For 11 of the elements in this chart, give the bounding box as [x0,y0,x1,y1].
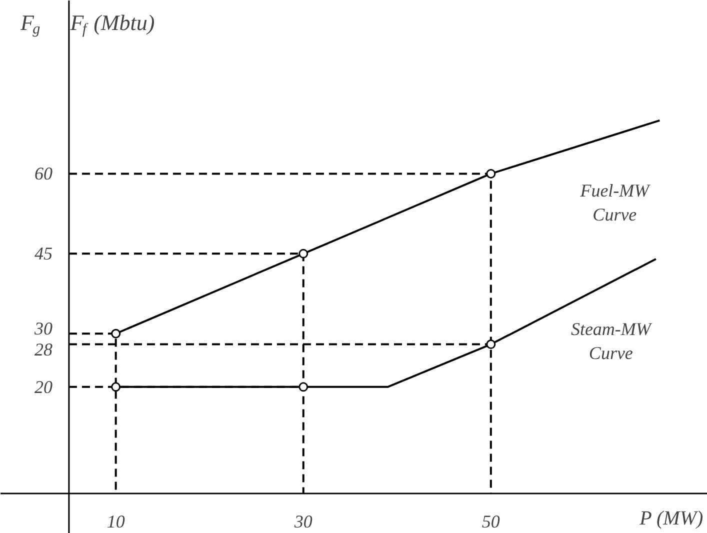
x-axis-title: P (MW) [638,508,704,530]
series-label: Fuel-MW Curve [579,180,652,224]
y-tick-label: 28 [34,339,52,360]
y-tick-label: 30 [34,318,52,339]
y-tick-label: 20 [34,376,52,397]
x-tick-label: 50 [482,512,500,532]
x-tick-label: 10 [106,512,125,532]
y-tick-label: 60 [34,164,52,184]
x-tick-label: 30 [293,512,312,532]
y-tick-label: 45 [34,244,52,264]
series-label: Steam-MW Curve [570,319,653,364]
